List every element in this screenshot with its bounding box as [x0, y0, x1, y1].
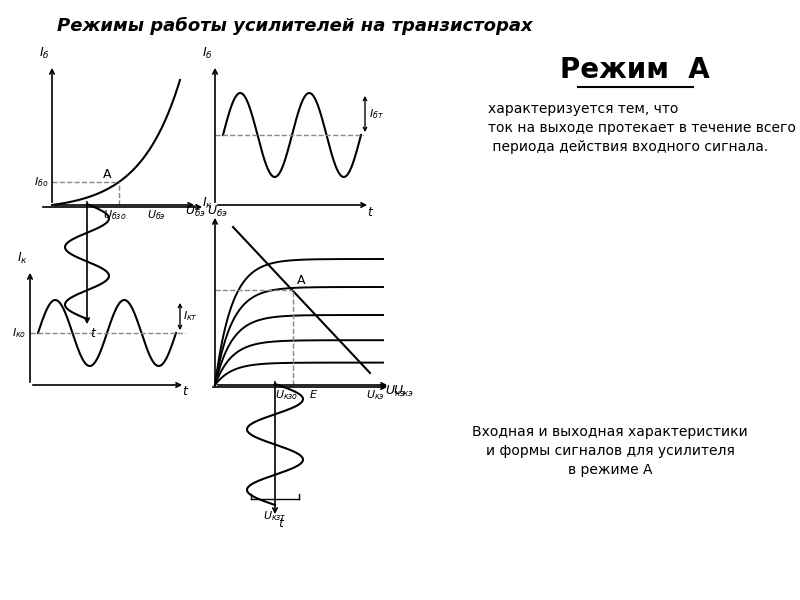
Text: $I_б$: $I_б$ [39, 46, 50, 61]
Text: периода действия входного сигнала.: периода действия входного сигнала. [488, 140, 768, 154]
Text: ток на выходе протекает в течение всего: ток на выходе протекает в течение всего [488, 121, 796, 135]
Text: А: А [297, 274, 306, 287]
Text: А: А [102, 168, 111, 181]
Text: $t$: $t$ [278, 517, 286, 530]
Text: $U_{кэ}$: $U_{кэ}$ [366, 388, 384, 402]
Text: $U_{кэ}$: $U_{кэ}$ [385, 384, 406, 399]
Text: $I_б$: $I_б$ [202, 46, 213, 61]
Text: $U_{кэ}$: $U_{кэ}$ [393, 384, 414, 399]
Text: $I_{бо}$: $I_{бо}$ [34, 175, 48, 189]
Text: Входная и выходная характеристики: Входная и выходная характеристики [472, 425, 748, 439]
Text: Режимы работы усилителей на транзисторах: Режимы работы усилителей на транзисторах [57, 17, 533, 35]
Text: $I_{ко}$: $I_{ко}$ [12, 326, 26, 340]
Text: $U_{кзт}$: $U_{кзт}$ [263, 509, 287, 523]
Text: характеризуется тем, что: характеризуется тем, что [488, 102, 678, 116]
Text: $U_{б э}$: $U_{б э}$ [185, 204, 206, 219]
Text: $U_{кзо}$: $U_{кзо}$ [275, 388, 298, 402]
Text: Режим  А: Режим А [560, 56, 710, 84]
Text: и формы сигналов для усилителя: и формы сигналов для усилителя [486, 444, 734, 458]
Text: $U_{бэ}$: $U_{бэ}$ [207, 204, 228, 219]
Text: $I_к$: $I_к$ [202, 196, 213, 211]
Text: $t$: $t$ [367, 206, 374, 219]
Text: $t$: $t$ [182, 385, 190, 398]
Text: $t$: $t$ [90, 327, 98, 340]
Text: $I_{кт}$: $I_{кт}$ [183, 310, 198, 323]
Text: $I_к$: $I_к$ [17, 251, 28, 266]
Text: $U_{бэ}$: $U_{бэ}$ [147, 208, 166, 222]
Text: $I_{бт}$: $I_{бт}$ [369, 107, 384, 121]
Text: E: E [310, 390, 317, 400]
Text: $U_{бзо}$: $U_{бзо}$ [103, 208, 126, 222]
Text: в режиме А: в режиме А [568, 463, 652, 477]
